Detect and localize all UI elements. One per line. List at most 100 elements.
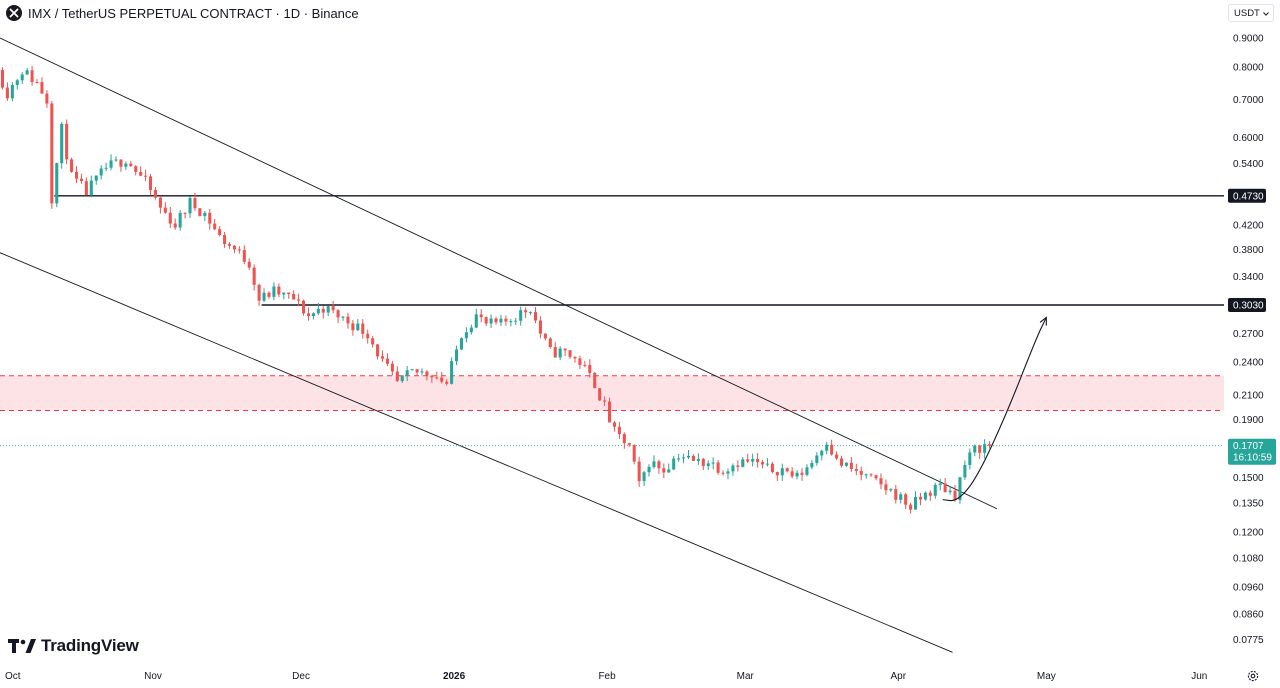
resistance-zone-fill	[0, 375, 1224, 411]
candle	[933, 482, 937, 499]
candle-body	[538, 320, 542, 334]
candle-body	[598, 388, 602, 401]
candle	[341, 315, 345, 321]
candle-body	[385, 358, 389, 364]
candle-body	[277, 286, 281, 295]
y-tick-label: 0.9000	[1233, 34, 1264, 45]
candle	[573, 356, 577, 363]
candle-body	[874, 475, 878, 479]
candle-body	[124, 163, 128, 167]
candle	[854, 463, 858, 476]
candle	[223, 231, 227, 248]
candle	[983, 439, 987, 459]
projection-arrowhead	[1039, 316, 1047, 326]
candle	[696, 453, 700, 465]
candle-body	[400, 375, 404, 382]
candle	[642, 470, 646, 487]
candle-body	[741, 459, 745, 467]
candle	[366, 329, 370, 344]
candle	[825, 441, 829, 455]
candle	[553, 341, 557, 358]
candle	[20, 72, 24, 84]
y-tick-label: 0.2700	[1233, 329, 1264, 340]
candle	[469, 324, 473, 335]
horizontal-levels	[0, 195, 1224, 447]
candle-body	[914, 496, 918, 510]
symbol-title[interactable]: IMX / TetherUS PERPETUAL CONTRACT · 1D ·…	[28, 5, 359, 21]
candle	[765, 458, 769, 467]
candle	[701, 457, 705, 470]
candle-body	[99, 168, 103, 176]
candle	[770, 461, 774, 474]
projection-arrow	[942, 316, 1047, 502]
candle	[706, 460, 710, 470]
candle	[578, 355, 582, 370]
candle-body	[588, 364, 592, 373]
candle	[479, 309, 483, 323]
candle	[775, 471, 779, 482]
candle-body	[622, 433, 626, 444]
y-tick-label: 0.0775	[1233, 635, 1264, 646]
candle	[445, 379, 449, 386]
candle-body	[163, 207, 167, 213]
imx-logo-icon	[6, 5, 22, 21]
y-tick-label: 0.1080	[1233, 553, 1264, 564]
candle	[50, 101, 54, 209]
candle	[667, 463, 671, 474]
candle-body	[40, 82, 44, 94]
time-axis[interactable]: Oct Nov Dec 2026 Feb Mar Apr May Jun	[5, 671, 1207, 682]
candle	[380, 350, 385, 362]
candle-body	[223, 235, 227, 244]
candle	[657, 459, 661, 474]
price-axis[interactable]: 0.9000 0.8000 0.7000 0.6000 0.5400 0.4200 0.38…	[1233, 34, 1264, 646]
x-tick-label: Oct	[5, 671, 21, 682]
candle	[459, 337, 463, 351]
candle	[844, 462, 848, 467]
candle-body	[642, 472, 646, 482]
candle	[114, 156, 118, 162]
candle-body	[894, 489, 898, 500]
candle	[815, 452, 819, 466]
candle-body	[371, 338, 375, 345]
candle-body	[297, 299, 301, 301]
candle-body	[785, 468, 789, 472]
candle	[672, 456, 676, 471]
level-price-tag-label: 0.4730	[1233, 191, 1264, 202]
candle-body	[292, 294, 296, 300]
candle-body	[455, 349, 459, 362]
candle	[583, 360, 587, 368]
candle	[953, 485, 957, 502]
candle	[242, 245, 246, 265]
settings-gear-icon[interactable]	[1246, 669, 1260, 683]
candle	[716, 459, 720, 475]
chevron-down-icon	[1263, 8, 1269, 19]
candle-body	[65, 123, 69, 160]
candle-body	[899, 494, 903, 500]
candle-body	[918, 496, 922, 500]
candle-body	[716, 462, 720, 473]
candle	[144, 169, 148, 182]
candle-body	[617, 426, 621, 434]
candle	[134, 165, 138, 176]
candle	[208, 208, 212, 230]
candle	[390, 360, 394, 376]
candle-body	[494, 318, 498, 323]
candle	[973, 444, 977, 457]
candle	[810, 459, 814, 470]
candle	[978, 444, 982, 459]
candle-body	[593, 372, 597, 389]
candle	[509, 318, 513, 327]
candle	[731, 463, 735, 476]
currency-selector[interactable]: USDT	[1228, 4, 1274, 22]
candle-body	[815, 455, 819, 463]
y-tick-label: 0.4200	[1233, 220, 1264, 231]
candle	[321, 306, 325, 319]
candle-body	[854, 468, 858, 471]
candle	[751, 453, 755, 467]
candle-body	[652, 461, 656, 467]
level-price-tag	[1228, 188, 1266, 203]
candle	[218, 226, 222, 237]
candle-body	[203, 212, 207, 217]
